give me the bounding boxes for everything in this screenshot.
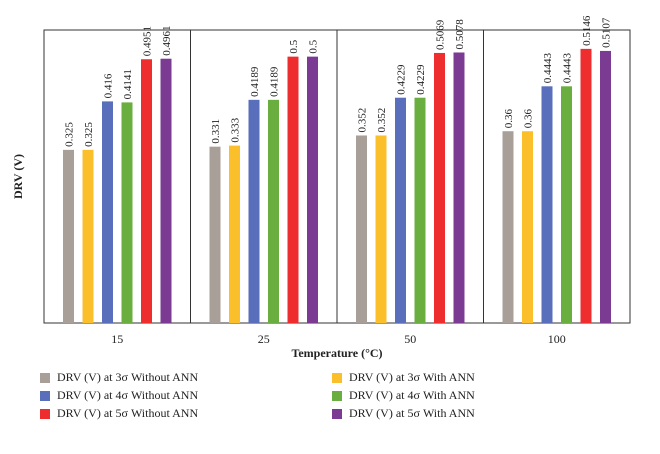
data-label: 0.5146: [581, 15, 593, 46]
bar: [307, 56, 318, 324]
legend-item: DRV (V) at 4σ Without ANN: [40, 388, 198, 403]
data-label: 0.4443: [542, 53, 554, 84]
legend-item: DRV (V) at 3σ With ANN: [332, 370, 475, 385]
bar: [82, 149, 94, 323]
data-label: 0.5: [308, 39, 320, 53]
bar: [356, 135, 367, 323]
data-label: 0.4961: [161, 25, 173, 55]
bar: [209, 146, 221, 323]
legend-label: DRV (V) at 3σ With ANN: [349, 370, 475, 384]
legend-swatch: [332, 390, 342, 401]
data-label: 0.4189: [249, 66, 261, 97]
data-label: 0.5069: [435, 19, 447, 50]
legend-label: DRV (V) at 4σ Without ANN: [57, 388, 199, 402]
data-label: 0.416: [103, 73, 115, 98]
legend-swatch: [40, 390, 50, 401]
data-label: 0.352: [357, 108, 369, 133]
bar: [141, 59, 152, 323]
data-label: 0.4141: [122, 69, 134, 99]
legend-item: DRV (V) at 5σ With ANN: [332, 406, 475, 421]
data-label: 0.4229: [415, 64, 427, 95]
bar: [434, 52, 445, 324]
bar: [600, 50, 611, 323]
data-label: 0.325: [64, 122, 76, 147]
y-axis-title: DRV (V): [11, 154, 25, 199]
data-label: 0.331: [210, 119, 222, 144]
bar: [375, 135, 387, 323]
bar: [395, 97, 406, 324]
bar-chart: 0.325 0.325 0.416 0.4141 0.4951 0.4961 15 0.331…: [11, 15, 631, 360]
data-label: 0.4229: [396, 64, 408, 95]
bar: [580, 48, 592, 323]
bar: [102, 101, 113, 323]
legend-label: DRV (V) at 5σ Without ANN: [57, 406, 199, 420]
x-tick-label: 100: [548, 332, 566, 346]
legend-swatch: [40, 408, 50, 419]
data-label: 0.4189: [269, 66, 281, 97]
legend-swatch: [332, 408, 342, 419]
legend-label: DRV (V) at 4σ With ANN: [349, 388, 475, 402]
bar: [121, 102, 133, 323]
legend-label: DRV (V) at 3σ Without ANN: [57, 370, 199, 384]
legend-label: DRV (V) at 5σ With ANN: [349, 406, 475, 420]
bar: [561, 86, 572, 324]
legend-item: DRV (V) at 5σ Without ANN: [40, 406, 198, 421]
x-tick-label: 15: [111, 332, 123, 346]
bar: [63, 149, 74, 323]
legend-item: DRV (V) at 3σ Without ANN: [40, 370, 198, 385]
data-label: 0.5078: [454, 19, 466, 50]
legend-swatch: [40, 372, 50, 383]
data-label: 0.5107: [601, 17, 613, 48]
bar: [287, 56, 299, 324]
data-label: 0.36: [523, 108, 535, 128]
bar: [248, 99, 260, 323]
bar: [268, 99, 279, 323]
data-label: 0.5: [288, 39, 300, 53]
data-label: 0.325: [83, 122, 95, 147]
data-label: 0.36: [503, 108, 515, 128]
bar: [160, 58, 172, 324]
legend-swatch: [332, 372, 342, 383]
bar: [453, 52, 465, 324]
bar: [522, 131, 533, 323]
data-label: 0.4951: [142, 26, 154, 56]
x-tick-label: 50: [404, 332, 416, 346]
bar: [414, 97, 426, 324]
bar: [541, 86, 553, 324]
x-axis-title: Temperature (°C): [291, 346, 382, 360]
data-label: 0.4443: [562, 53, 574, 84]
bar: [229, 145, 240, 323]
legend-item: DRV (V) at 4σ With ANN: [332, 388, 475, 403]
data-label: 0.333: [230, 117, 242, 142]
bar: [502, 131, 514, 323]
data-label: 0.352: [376, 108, 388, 133]
x-tick-label: 25: [258, 332, 270, 346]
